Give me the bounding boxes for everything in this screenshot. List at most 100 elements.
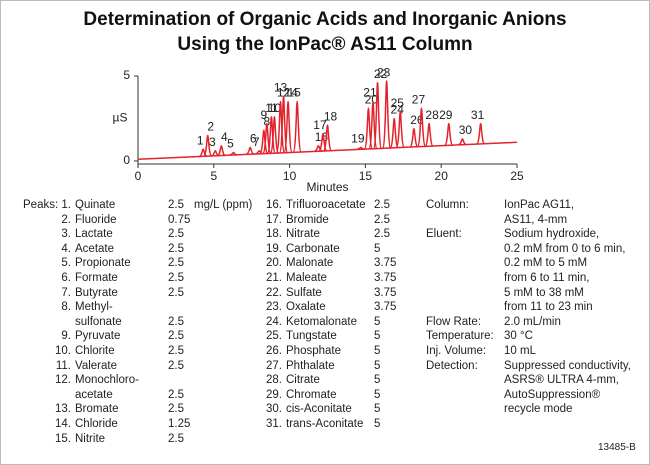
peak-concentration: 5 [374,242,381,255]
peak-concentration: 5 [374,359,381,372]
peak [444,122,454,147]
peak-number: 24. [266,315,282,328]
peak-number: 6. [61,272,71,284]
peak-concentration: 5 [374,315,381,328]
peak-name: Fluoride [75,213,117,226]
peak-number: 17. [266,213,282,226]
condition-value: 10 mL [504,345,536,357]
peak-concentration: 3.75 [374,272,397,284]
x-tick-label: 20 [435,169,449,183]
condition-label: Column: [426,199,469,211]
peak-name: trans-Aconitate [286,418,364,430]
peak-concentration: 5 [374,418,381,430]
peak [229,151,238,156]
peak-name: Acetate [75,242,114,255]
peak [202,134,213,157]
condition-value: Sodium hydroxide, [504,228,600,241]
condition-value: from 6 to 11 min, [504,272,590,284]
peak-name: Quinate [75,199,116,211]
peak-number: 11. [55,359,71,372]
peak-number: 12. [55,374,71,387]
peak-number: 2. [61,213,71,226]
peak-name: Carbonate [286,242,340,255]
condition-value: recycle mode [504,403,573,416]
peak-label: 23 [377,65,391,79]
peak-label: 17 [313,118,327,132]
condition-label: Inj. Volume: [426,345,487,357]
peak-label: 8 [263,115,270,129]
peak-number: 27. [266,359,282,372]
peak-label: 29 [439,108,453,122]
peak-concentration: 2.5 [168,242,184,255]
peak-number: 10. [55,345,71,357]
condition-label: Detection: [426,359,478,372]
peak-label: 31 [471,108,485,122]
x-tick-label: 10 [283,169,297,183]
peak-concentration: 2.5 [168,286,184,299]
peak-number: 18. [266,228,282,241]
peak-label: 16 [315,130,329,144]
peak [217,144,226,157]
peak-number: 22. [266,286,282,299]
peak-number: 1. [61,199,71,211]
peak-concentration: 3.75 [374,257,397,270]
peak-number: 29. [266,388,282,401]
condition-value: ASRS® ULTRA 4-mm, [504,374,619,387]
x-tick-label: 25 [510,169,524,183]
condition-label: Flow Rate: [426,315,481,328]
peak-concentration: 5 [374,374,381,387]
peak [458,138,467,146]
peak [211,150,220,157]
condition-value: from 11 to 23 min [504,301,593,314]
peak-number: 25. [266,330,282,343]
figure-id: 13485-B [598,442,636,453]
peak [475,122,486,145]
peak-label: 11 [265,101,278,115]
y-tick-label: 0 [123,153,130,167]
peak-concentration: 5 [374,403,381,416]
peak [292,100,302,153]
peak-number: 4. [61,242,71,255]
peak-name: acetate [75,388,113,401]
condition-value: Suppressed conductivity, [504,359,631,372]
y-axis-label: µS [113,111,128,125]
peak-label: 20 [365,92,379,106]
peak-label: 2 [207,120,214,134]
peak-number: 13. [55,403,71,416]
peak-number: 14. [55,418,71,430]
peak-label: 10 [268,101,282,115]
peak-label: 18 [324,109,338,123]
peak-label: 30 [459,123,473,137]
peak-number: 21. [266,272,282,284]
peak-number: 15. [55,432,71,445]
peak-number: 30. [266,403,282,416]
peak-name: Ketomalonate [286,315,357,328]
peak-label: 3 [209,135,216,149]
peak-label: 12 [277,86,291,100]
peak [389,117,399,149]
peak [372,82,383,150]
peak-name: Chromate [286,388,337,401]
peak [255,150,264,155]
peak-name: Nitrite [75,432,106,445]
peak [322,124,333,152]
peak-label: 7 [253,135,260,149]
peak [266,116,277,155]
y-tick-label: 5 [123,68,130,82]
peak-number: 5. [61,257,71,270]
peak-concentration: 2.5 [168,432,184,445]
peak-concentration: 1.25 [168,418,191,430]
peak-name: Sulfate [286,286,322,299]
peak-concentration: 2.5 [168,257,184,270]
peak-concentration: 2.5 [168,403,184,416]
peak-name: Bromate [75,403,119,416]
peak [269,116,280,154]
peak-number: 9. [61,330,71,343]
peak-label: 25 [391,96,405,110]
peak-name: Citrate [286,374,320,387]
condition-value: AS11, 4-mm [504,213,568,226]
unit-label: mg/L (ppm) [194,199,253,211]
peak-name: Pyruvate [75,330,121,343]
